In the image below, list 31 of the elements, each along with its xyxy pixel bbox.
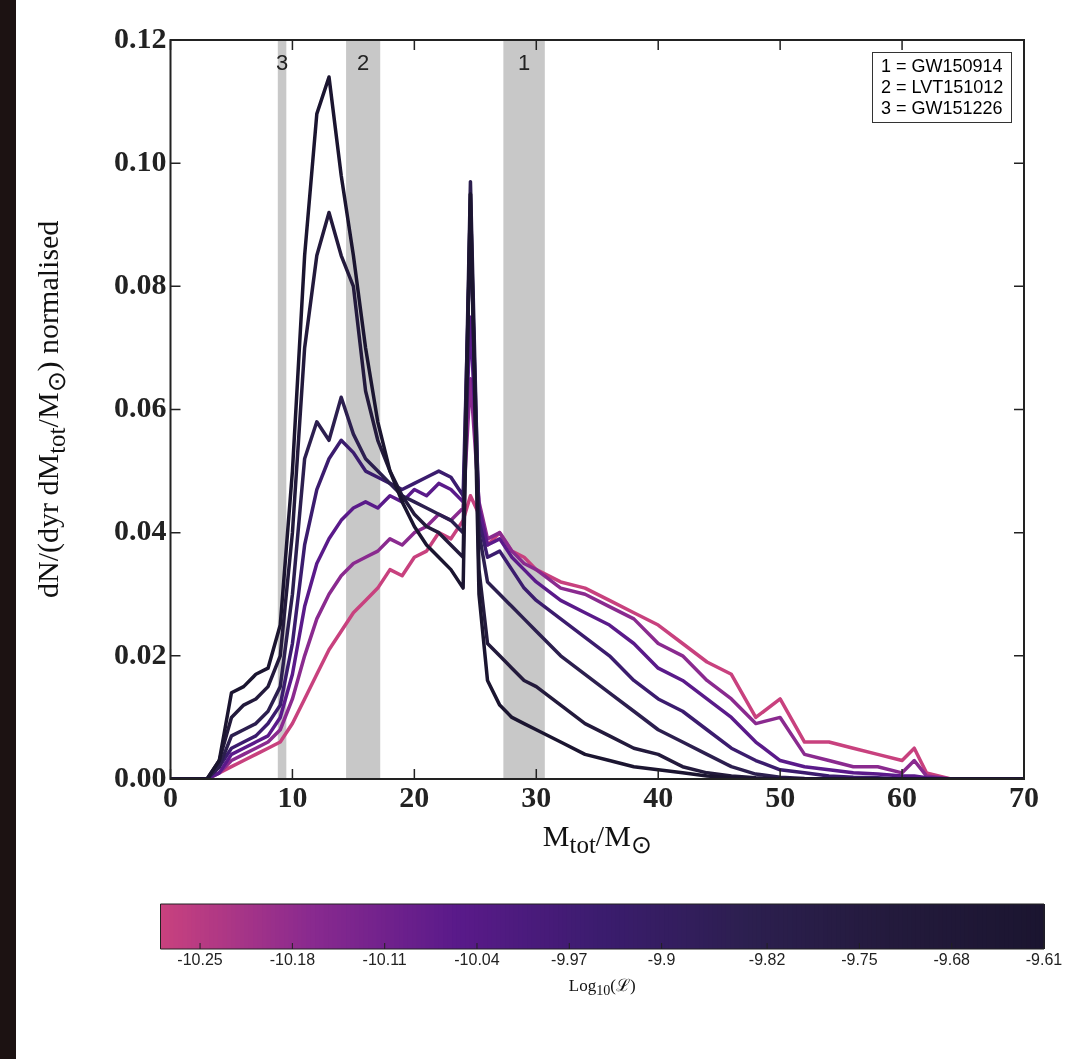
- y-tick-label: 0.10: [114, 143, 167, 177]
- annotation: 3 = GW151226: [881, 98, 1004, 119]
- color-bar-label: -9.61: [1025, 951, 1063, 969]
- color-bar-label: -9.9: [647, 951, 676, 969]
- color-bar-label: -10.11: [362, 951, 407, 969]
- x-tick-label: 20: [399, 779, 430, 813]
- y-tick-label: 0.12: [114, 20, 167, 54]
- band-label: 2: [357, 50, 370, 75]
- color-bar-title: Log$_{10}$(ℒ): [568, 975, 636, 1000]
- x-tick-label: 30: [521, 779, 552, 813]
- x-tick-label: 40: [643, 779, 674, 813]
- color-bar-label: -10.04: [454, 951, 500, 969]
- band-label: 3: [275, 50, 289, 75]
- annotation: 1 = GW150914: [881, 56, 1004, 77]
- color-bar-label: -9.82: [748, 951, 786, 969]
- annotation: 2 = LVT151012: [881, 77, 1004, 98]
- color-bar-label: -10.18: [269, 951, 316, 969]
- y-tick-label: 0.02: [114, 636, 167, 670]
- color-bar-label: -9.97: [551, 951, 588, 969]
- x-tick-label: 70: [1009, 779, 1039, 813]
- x-axis-title: M$_{tot}$/M$_{⊙}$: [542, 819, 652, 859]
- band-label: 1: [517, 50, 531, 75]
- y-tick-label: 0.08: [114, 267, 167, 301]
- x-tick-label: 60: [887, 779, 918, 813]
- x-tick-label: 50: [765, 779, 796, 813]
- color-bar-label: -10.25: [177, 951, 223, 969]
- y-tick-label: 0.04: [114, 513, 167, 547]
- color-bar-label: -9.68: [933, 951, 971, 969]
- x-tick-label: 10: [277, 779, 308, 813]
- color-bar-label: -9.75: [841, 951, 878, 969]
- y-tick-label: 0.06: [114, 390, 167, 424]
